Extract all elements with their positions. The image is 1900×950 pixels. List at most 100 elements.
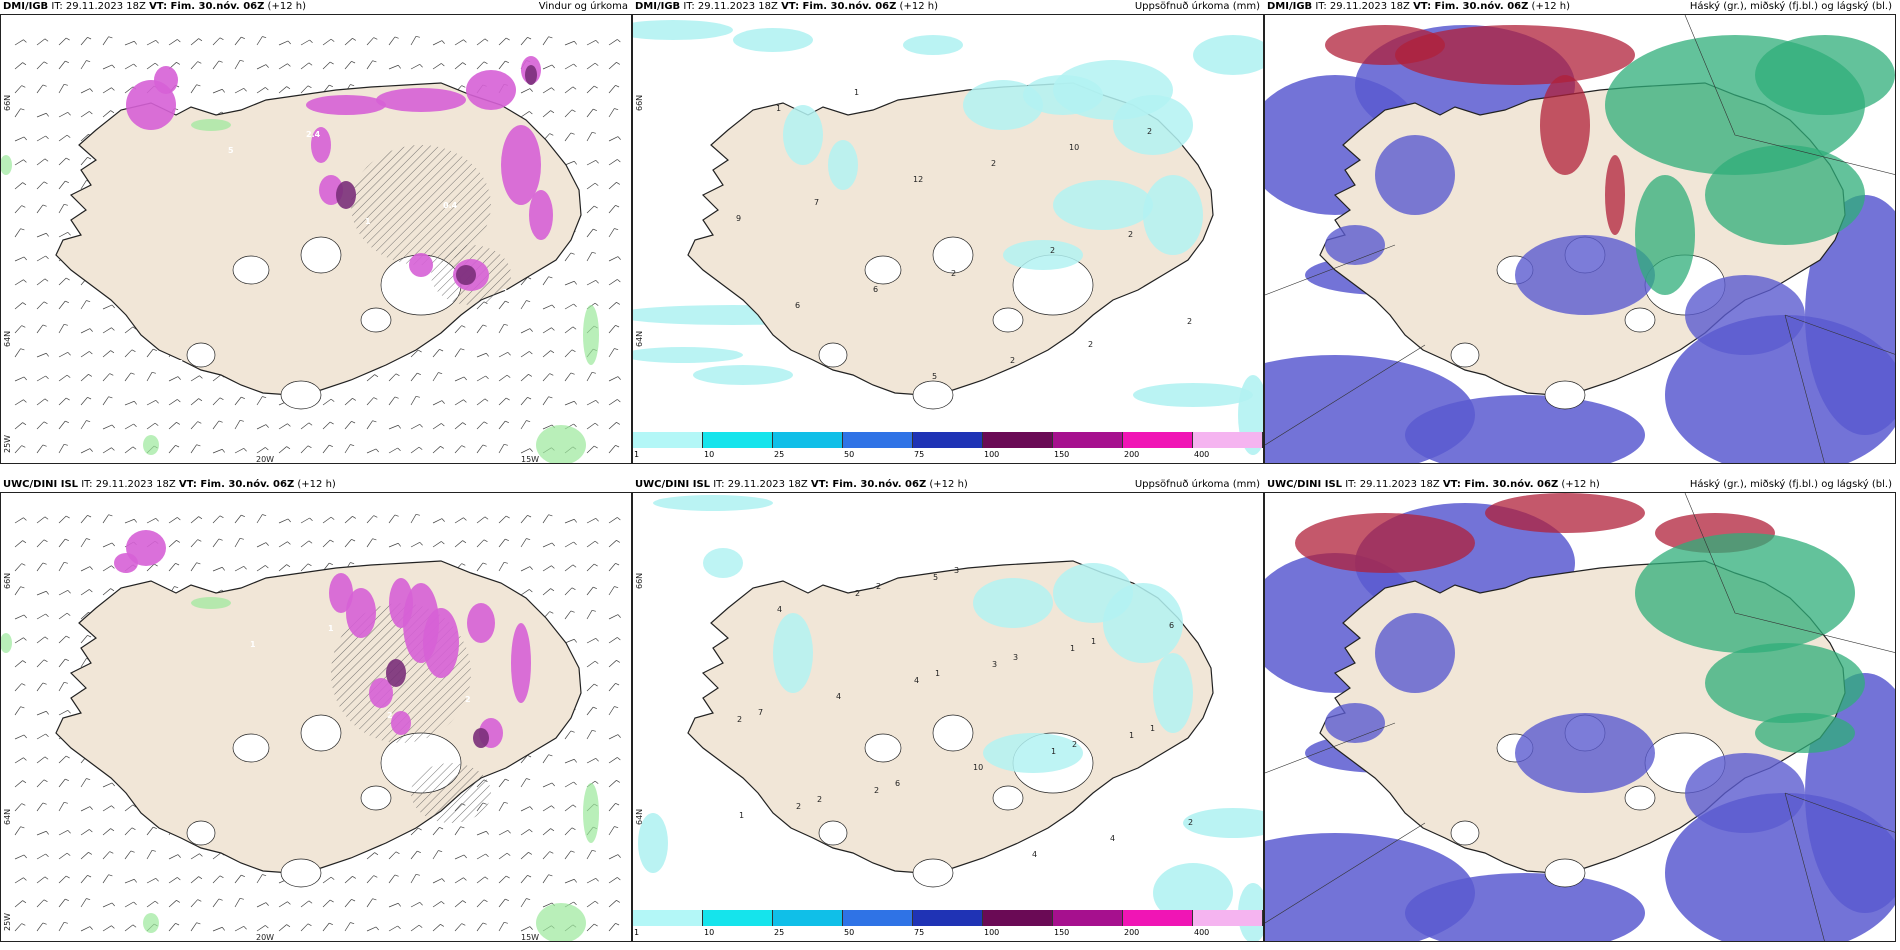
snow-hatch xyxy=(411,763,491,823)
heavy-precip-area xyxy=(525,65,537,85)
colorbar-tick: 75 xyxy=(914,450,925,459)
value-label: 4 xyxy=(914,676,920,685)
value-label: 2 xyxy=(737,715,743,724)
middle-cloud-area xyxy=(1635,533,1855,653)
value-label: 2 xyxy=(1187,317,1193,326)
value-label: 2 xyxy=(1188,818,1194,827)
map-accum xyxy=(633,493,1263,941)
precip-area xyxy=(346,588,376,638)
product-name: Uppsöfnuð úrkoma (mm) xyxy=(1134,1,1260,12)
value-label: 1 xyxy=(1051,747,1057,756)
high-cloud-area xyxy=(1485,493,1645,533)
model-name: UWC/DINI ISL xyxy=(635,479,711,490)
glacier xyxy=(1624,307,1656,333)
precip-sea xyxy=(633,347,743,363)
precip-sea xyxy=(1153,863,1233,923)
value-label: 3 xyxy=(1013,653,1019,662)
glacier xyxy=(280,380,322,410)
glacier xyxy=(864,255,902,285)
high-cloud-area xyxy=(1325,25,1445,65)
glacier xyxy=(818,820,848,846)
graticule-label: 20W xyxy=(256,455,275,464)
map-accum xyxy=(633,15,1263,463)
valid-time: VT: Fim. 30.nóv. 06Z xyxy=(149,1,265,12)
value-label: 1 xyxy=(365,217,371,226)
colorbar-tick: 75 xyxy=(914,928,925,937)
glacier xyxy=(232,733,270,763)
colorbar-tick: 200 xyxy=(1124,450,1140,459)
value-label: 10 xyxy=(1069,143,1080,152)
value-label: 4 xyxy=(1110,834,1116,843)
value-label: 5 xyxy=(228,146,234,155)
panel-dmi-cloud: DMI/IGB IT: 29.11.2023 18Z VT: Fim. 30.n… xyxy=(1264,1,1896,464)
precip-sea xyxy=(733,28,813,52)
glacier xyxy=(300,236,342,274)
valid-time: VT: Fim. 30.nóv. 06Z xyxy=(1442,479,1559,490)
graticule-label: 66N xyxy=(635,94,644,111)
precip-area xyxy=(423,608,459,678)
value-label: 1 xyxy=(1070,644,1076,653)
middle-cloud-area xyxy=(1755,35,1895,115)
value-label: 2 xyxy=(387,711,393,720)
valid-time: VT: Fim. 30.nóv. 06Z xyxy=(1413,1,1529,12)
low-cloud-area xyxy=(1325,225,1385,265)
lead-time: (+12 h) xyxy=(264,1,306,12)
graticule-label: 25W xyxy=(3,912,12,931)
precip-sea xyxy=(638,813,668,873)
colorbar-swatch xyxy=(1053,432,1123,448)
glacier xyxy=(280,858,322,888)
value-label: 2 xyxy=(1088,340,1094,349)
precip-land xyxy=(703,548,743,578)
colorbar-tick: 150 xyxy=(1054,928,1070,937)
colorbar-swatch xyxy=(913,910,983,926)
precip-area xyxy=(501,125,541,205)
glacier xyxy=(186,820,216,846)
model-name: DMI/IGB xyxy=(635,1,681,12)
precip-land xyxy=(983,733,1083,773)
precip-land xyxy=(973,578,1053,628)
precip-land xyxy=(1113,95,1193,155)
value-label: 1.5 xyxy=(524,782,539,791)
glacier xyxy=(912,380,954,410)
colorbar-tick: 50 xyxy=(844,928,855,937)
precip-colorbar: 1 10 25 50 75 100 150 200 400 xyxy=(633,432,1263,460)
colorbar-tick: 25 xyxy=(774,450,785,459)
colorbar-tick: 100 xyxy=(984,928,1000,937)
precip-area xyxy=(114,553,138,573)
colorbar-swatch xyxy=(633,432,703,448)
value-label: 5 xyxy=(933,573,939,582)
graticule-label: 66N xyxy=(3,572,12,589)
light-precip-area xyxy=(143,913,159,933)
valid-time: VT: Fim. 30.nóv. 06Z xyxy=(178,479,295,490)
middle-cloud-area xyxy=(1705,145,1865,245)
glacier xyxy=(1544,858,1586,888)
precip-area xyxy=(391,711,411,735)
precip-land xyxy=(1003,240,1083,270)
light-precip-area xyxy=(583,783,599,843)
colorbar-tick: 150 xyxy=(1054,450,1070,459)
colorbar-swatch xyxy=(633,910,703,926)
colorbar-swatch xyxy=(773,910,843,926)
map-wind xyxy=(1,15,631,463)
precip-sea xyxy=(1193,35,1263,75)
value-label: 1.5 xyxy=(169,359,184,368)
glacier xyxy=(992,785,1024,811)
colorbar-swatch xyxy=(1193,432,1263,448)
low-cloud-area xyxy=(1685,753,1805,833)
high-cloud-area xyxy=(1605,155,1625,235)
value-label: 3 xyxy=(992,660,998,669)
light-precip-area xyxy=(143,435,159,455)
value-label: 2 xyxy=(502,288,508,297)
map-wind xyxy=(1,493,631,941)
init-time: IT: 29.11.2023 18Z xyxy=(48,1,150,12)
panel-run-info: DMI/IGB IT: 29.11.2023 18Z VT: Fim. 30.n… xyxy=(1267,1,1570,12)
glacier xyxy=(992,307,1024,333)
precip-land xyxy=(1143,175,1203,255)
value-label: 10 xyxy=(973,763,984,772)
init-time: IT: 29.11.2023 18Z xyxy=(1342,479,1443,490)
value-label: 7 xyxy=(814,198,820,207)
colorbar-tick: 10 xyxy=(704,450,715,459)
precip-sea xyxy=(653,495,773,511)
value-label: 2 xyxy=(1010,356,1016,365)
precip-area xyxy=(369,678,393,708)
